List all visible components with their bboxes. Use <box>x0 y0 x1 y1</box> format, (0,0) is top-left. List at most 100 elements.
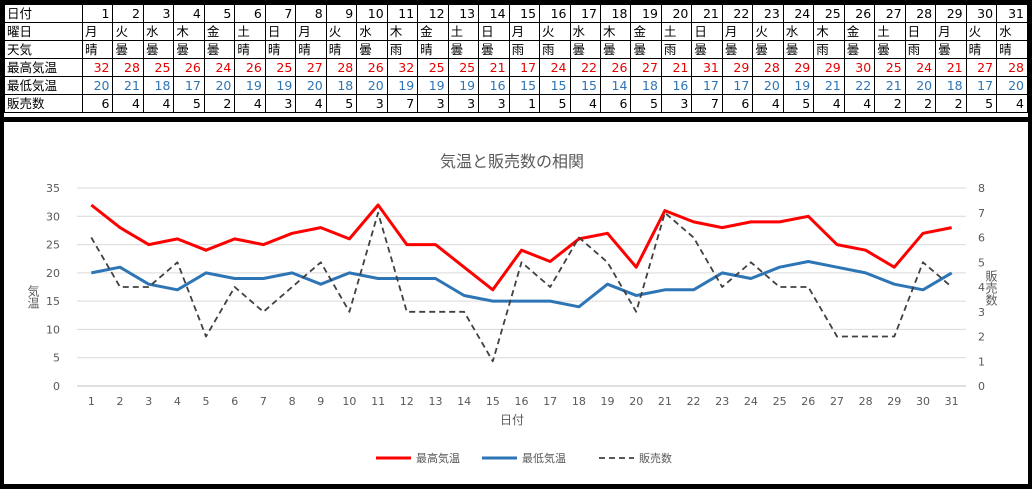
table-cell: 17 <box>965 76 998 95</box>
table-cell: 30 <box>965 4 998 23</box>
x-tick-label: 1 <box>88 395 95 408</box>
row-label: 曜日 <box>4 22 83 41</box>
row-sales: 販売数 6 4 4 5 2 4 3 4 5 3 7 3 3 3 1 5 4 6 5 3 7 6 4 5 4 4 2 2 2 5 4 <box>4 94 1028 113</box>
table-cell: 25 <box>447 58 480 77</box>
row-label: 天気 <box>4 40 83 59</box>
y2-tick-label: 6 <box>978 232 985 245</box>
table-cell: 3 <box>660 94 693 113</box>
y-tick-label: 20 <box>46 267 60 280</box>
table-cell: 26 <box>173 58 205 77</box>
table-cell: 25 <box>142 58 175 77</box>
table-cell: 28 <box>904 4 937 23</box>
table-cell: 20 <box>660 4 693 23</box>
table-cell: 23 <box>752 4 784 23</box>
x-tick-label: 3 <box>145 395 152 408</box>
legend-label: 最低気温 <box>522 451 566 465</box>
y2-tick-label: 3 <box>978 306 985 319</box>
table-cell: 金 <box>417 22 449 41</box>
table-cell: 26 <box>234 58 266 77</box>
table-cell: 雨 <box>660 40 693 59</box>
y-axis-label: 気温 <box>26 284 40 309</box>
y2-tick-label: 8 <box>978 182 985 195</box>
table-cell: 2 <box>874 94 906 113</box>
table-cell: 16 <box>478 76 510 95</box>
table-cell: 雨 <box>508 40 541 59</box>
table-cell: 15 <box>508 4 541 23</box>
x-tick-label: 9 <box>317 395 324 408</box>
table-cell: 18 <box>142 76 175 95</box>
x-tick-label: 30 <box>916 395 930 408</box>
table-cell: 火 <box>752 22 784 41</box>
table-cell: 17 <box>691 76 723 95</box>
table-cell: 28 <box>752 58 784 77</box>
y2-tick-label: 5 <box>978 256 985 269</box>
table-cell: 日 <box>904 22 937 41</box>
table-cell: 曇 <box>173 40 205 59</box>
table-cell: 2 <box>935 94 967 113</box>
table-cell: 2 <box>904 94 937 113</box>
row-weather: 天気晴曇曇曇曇晴晴晴晴曇雨晴曇曇雨雨曇曇曇雨曇曇曇曇雨曇曇雨曇晴晴 <box>4 40 1028 59</box>
x-tick-label: 24 <box>744 395 758 408</box>
table-cell: 曇 <box>630 40 662 59</box>
table-cell: 10 <box>356 4 388 23</box>
table-cell: 月 <box>295 22 327 41</box>
table-cell: 4 <box>843 94 876 113</box>
table-cell: 21 <box>935 58 967 77</box>
table-cell: 6 <box>599 94 632 113</box>
y2-axis-label: 販売数 <box>984 270 998 307</box>
table-cell: 日 <box>264 22 297 41</box>
x-tick-label: 29 <box>887 395 901 408</box>
table-cell: 晴 <box>264 40 297 59</box>
table-cell: 25 <box>813 4 845 23</box>
y-tick-label: 5 <box>53 352 60 365</box>
table-cell: 26 <box>843 4 876 23</box>
x-tick-label: 16 <box>515 395 529 408</box>
table-cell: 21 <box>813 76 845 95</box>
table-cell: 24 <box>539 58 571 77</box>
table-cell: 4 <box>295 94 327 113</box>
x-tick-label: 31 <box>945 395 959 408</box>
table-cell: 18 <box>325 76 358 95</box>
table-cell: 19 <box>386 76 419 95</box>
x-tick-label: 22 <box>687 395 701 408</box>
table-cell: 2 <box>112 4 144 23</box>
table-cell: 2 <box>203 94 236 113</box>
table-cell: 晴 <box>234 40 266 59</box>
table-cell: 5 <box>539 94 571 113</box>
x-tick-label: 2 <box>117 395 124 408</box>
table-cell: 曇 <box>599 40 632 59</box>
table-cell: 18 <box>935 76 967 95</box>
table-cell: 3 <box>264 94 297 113</box>
table-cell: 晴 <box>996 40 1028 59</box>
x-tick-label: 10 <box>342 395 356 408</box>
x-tick-label: 19 <box>601 395 615 408</box>
table-cell: 雨 <box>386 40 419 59</box>
x-tick-label: 20 <box>629 395 643 408</box>
table-cell: 19 <box>264 76 297 95</box>
table-cell: 25 <box>264 58 297 77</box>
row-label: 最高気温 <box>4 58 83 77</box>
table-cell: 15 <box>508 76 541 95</box>
table-cell: 20 <box>904 76 937 95</box>
chart-title: 気温と販売数の相関 <box>440 152 584 171</box>
table-cell: 曇 <box>721 40 754 59</box>
table-cell: 20 <box>295 76 327 95</box>
table-cell: 月 <box>935 22 967 41</box>
table-cell: 5 <box>203 4 236 23</box>
y-tick-label: 25 <box>46 239 60 252</box>
table-cell: 7 <box>386 94 419 113</box>
table-cell: 曇 <box>356 40 388 59</box>
table-cell: 曇 <box>447 40 480 59</box>
table-cell: 21 <box>112 76 144 95</box>
table-cell: 13 <box>447 4 480 23</box>
table-cell: 晴 <box>965 40 998 59</box>
table-cell: 4 <box>173 4 205 23</box>
table-cell: 5 <box>173 94 205 113</box>
table-cell: 22 <box>569 58 601 77</box>
table-cell: 18 <box>599 4 632 23</box>
table-cell: 26 <box>599 58 632 77</box>
y2-tick-label: 2 <box>978 331 985 344</box>
x-tick-label: 12 <box>400 395 414 408</box>
y2-tick-label: 1 <box>978 355 985 368</box>
y-tick-label: 10 <box>46 323 60 336</box>
